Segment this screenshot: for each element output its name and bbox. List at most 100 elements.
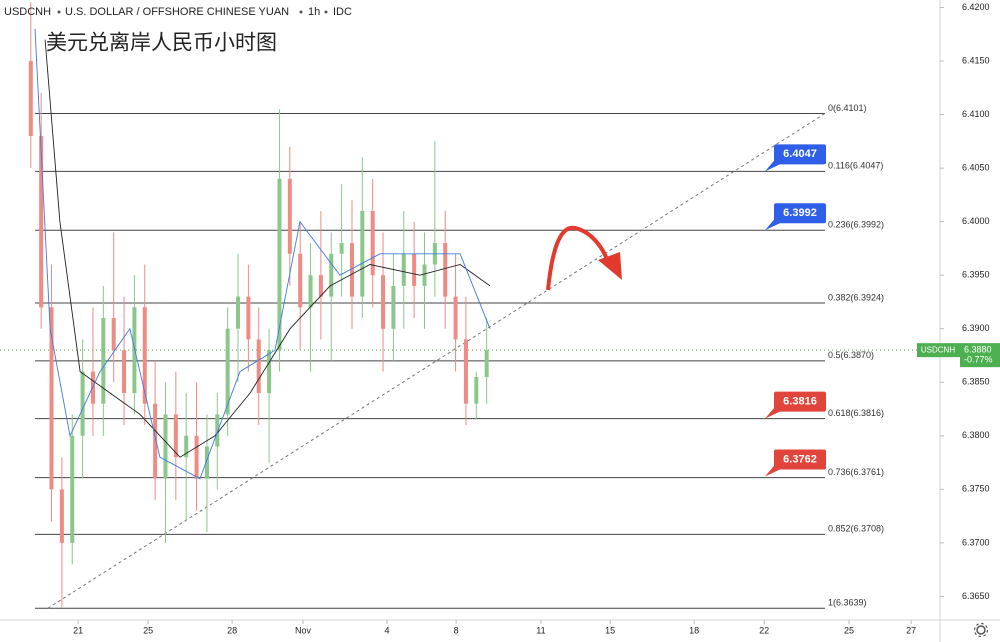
y-tick-label: 6.3700 [962,537,990,547]
candle-body [401,253,406,286]
callout-box [774,203,826,224]
candle-body [49,307,54,490]
candle-body [287,178,292,254]
fib-label: 0(6.4101) [828,103,867,113]
y-tick-label: 6.3650 [962,591,990,601]
candle-body [101,318,106,404]
candle-body [453,296,458,340]
candle-body [484,350,489,377]
x-tick-label: 4 [384,625,389,635]
fib-label: 0.852(6.3708) [828,524,884,534]
fib-label: 0.236(6.3992) [828,220,884,230]
candle-body [298,253,303,308]
candle-body [329,253,334,297]
candle-body [80,371,85,436]
candle-body [422,264,427,286]
x-tick-label: 21 [73,625,83,635]
separator [299,10,303,14]
x-tick-label: Nov [295,625,312,635]
candle-body [225,328,230,415]
separator [57,10,61,14]
candle-body [132,307,137,393]
candle-body [256,339,261,393]
y-tick-label: 6.4150 [962,55,990,65]
subtitle: 美元兑离岸人民币小时图 [46,32,277,55]
y-tick-label: 6.3750 [962,484,990,494]
y-tick-label: 6.3800 [962,430,990,440]
separator [324,10,328,14]
candle-body [381,275,386,329]
candle-body [163,414,168,479]
candle-body [360,210,365,297]
callout-box [774,449,826,470]
chart-title: U.S. DOLLAR / OFFSHORE CHINESE YUAN [65,6,289,18]
callout-box [774,144,826,165]
candle-body [194,435,199,479]
price-tag-label: 6.3880 [964,345,992,355]
candle-body [267,350,272,393]
callout-label: 6.3992 [783,207,817,219]
fib-label: 0.382(6.3924) [828,292,884,302]
callout-label: 6.3816 [783,396,817,408]
x-tick-label: 25 [143,625,153,635]
y-tick-label: 6.4100 [962,109,990,119]
candle-body [443,243,448,297]
x-tick-label: 28 [227,625,237,635]
candle-body [339,243,344,254]
candle-body [246,296,251,340]
fib-label: 0.736(6.3761) [828,467,884,477]
plot: 0(6.4101) 0.116(6.4047) 0.236(6.3992) 0.382… [0,2,940,609]
moving-average [34,28,491,480]
callout-box [774,391,826,412]
y-tick-label: 6.4200 [962,2,990,12]
interval: 1h [308,6,320,18]
candle-body [370,210,375,276]
candle-body [391,285,396,329]
forecast-arrow [546,225,610,291]
forecast-arrowhead [598,252,622,280]
candle-body [277,178,282,351]
x-tick-label: 18 [689,625,699,635]
candle-body [463,339,468,404]
settings-icon[interactable] [973,622,989,638]
fib-label: 0.5(6.3870) [828,350,874,360]
symbol-tag-label: USDCNH [921,345,955,354]
x-tick-label: 11 [536,625,545,635]
symbol-tag [917,343,960,358]
x-tick-label: 8 [454,625,459,635]
candle-body [173,414,178,458]
candle-body [204,446,209,479]
candle-body [122,350,127,393]
candle-body [349,243,354,297]
candle-body [142,307,147,404]
candle-body [474,376,479,404]
source: IDC [333,6,352,18]
fib-label: 0.116(6.4047) [828,161,883,171]
candle-body [39,135,44,308]
x-tick-label: 22 [759,625,769,635]
candle-body [70,435,75,543]
fib-label: 1(6.3639) [828,598,867,608]
y-tick-label: 6.3950 [962,270,990,280]
candle-body [184,435,189,458]
x-tick-label: 15 [605,625,615,635]
candle-body [28,61,33,136]
candle-body [236,296,241,329]
x-tick-label: 27 [906,625,916,635]
y-tick-label: 6.3900 [962,323,990,333]
price-tag [960,343,1000,368]
y-tick-label: 6.4000 [962,216,990,226]
candle-body [215,414,220,447]
y-tick-label: 6.4050 [962,162,990,172]
callout-label: 6.4047 [783,148,817,160]
candle-body [111,318,116,351]
change-label: -0.77% [964,355,993,365]
fib-label: 0.618(6.3816) [828,408,884,418]
candle-body [318,275,323,297]
candle-body [59,489,64,543]
symbol: USDCNH [4,6,51,18]
candle-body [308,275,313,308]
candle-body [153,403,158,479]
